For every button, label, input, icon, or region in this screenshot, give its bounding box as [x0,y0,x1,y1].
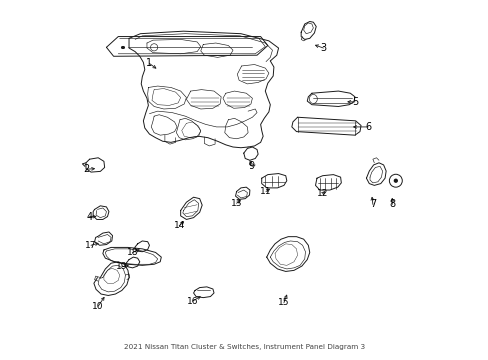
Text: 12: 12 [316,189,328,198]
Text: 15: 15 [278,298,289,307]
Text: 16: 16 [186,297,198,306]
Text: 10: 10 [92,302,104,311]
Text: 18: 18 [126,248,138,257]
Text: 8: 8 [388,199,394,210]
Text: 7: 7 [369,199,375,210]
Text: 11: 11 [260,187,271,196]
Text: 4: 4 [86,212,92,221]
Text: 3: 3 [320,43,326,53]
Text: 6: 6 [365,122,370,132]
Text: 2: 2 [82,164,89,174]
Text: 1: 1 [146,58,152,68]
Text: 5: 5 [351,97,357,107]
Text: 17: 17 [85,241,97,250]
Text: 19: 19 [116,262,127,271]
Text: 9: 9 [247,161,253,171]
Text: 14: 14 [173,221,184,230]
Circle shape [394,179,396,182]
Text: 13: 13 [230,199,242,208]
Text: 2021 Nissan Titan Cluster & Switches, Instrument Panel Diagram 3: 2021 Nissan Titan Cluster & Switches, In… [123,345,365,350]
